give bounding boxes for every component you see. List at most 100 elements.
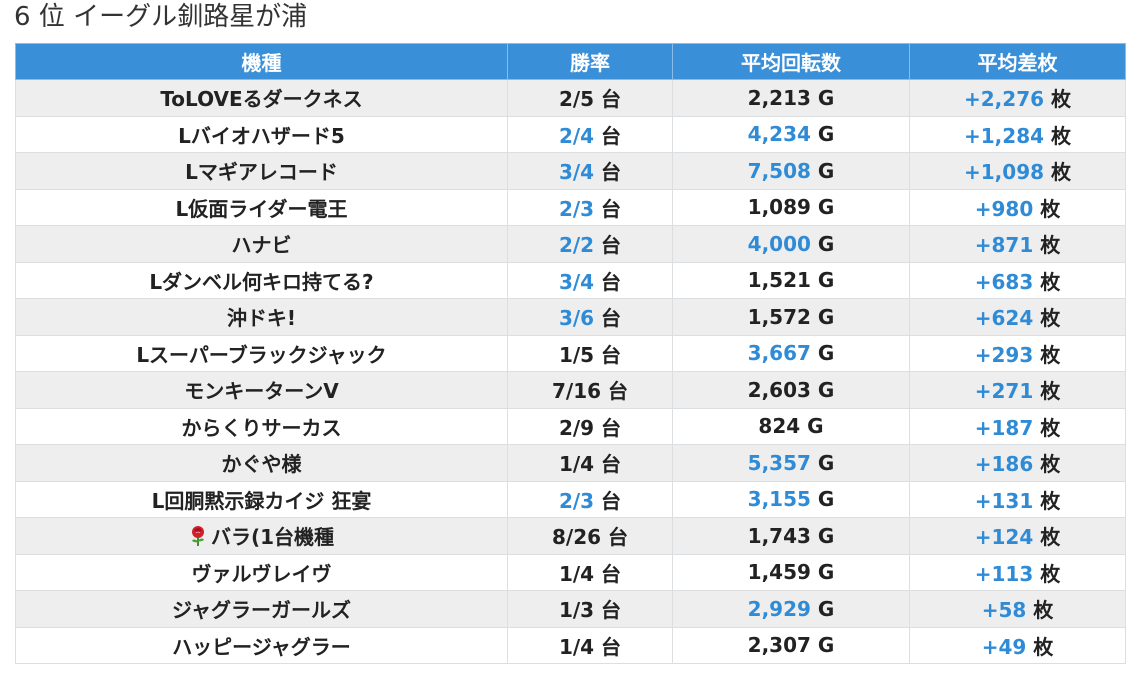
win-rate-cell: 1/4 台 — [507, 553, 673, 591]
avg-diff-value: +187 — [974, 415, 1034, 440]
machine-name-cell: ハッピージャグラー — [15, 626, 508, 664]
avg-diff-value: +271 — [974, 379, 1034, 404]
avg-spins-unit: G — [817, 231, 835, 256]
win-rate-unit: 台 — [601, 342, 622, 367]
avg-spins-value: 2,603 — [747, 377, 811, 402]
avg-spins-cell: 2,213 G — [672, 79, 910, 117]
win-rate-cell: 1/4 台 — [507, 626, 673, 664]
avg-diff-unit: 枚 — [1051, 87, 1071, 112]
avg-spins-value: 3,667 — [747, 341, 811, 366]
machine-name: L回胴黙示録カイジ 狂宴 — [151, 488, 372, 513]
avg-diff-value: +186 — [974, 452, 1034, 477]
win-rate-value: 1/3 — [558, 598, 595, 623]
win-rate-unit: 台 — [601, 415, 622, 440]
machine-name-cell: Lマギアレコード — [15, 152, 508, 190]
avg-diff-cell: +1,284 枚 — [909, 115, 1126, 153]
machine-name: Lスーパーブラックジャック — [136, 342, 387, 367]
avg-diff-value: +124 — [974, 525, 1034, 550]
avg-diff-cell: +980 枚 — [909, 188, 1126, 226]
table-row: かぐや様 1/4 台 5,357 G +186 枚 — [15, 444, 1126, 482]
win-rate-unit: 台 — [601, 598, 622, 623]
machine-name-cell: かぐや様 — [15, 444, 508, 482]
avg-diff-unit: 枚 — [1033, 598, 1054, 623]
avg-spins-value: 2,213 — [747, 85, 811, 110]
win-rate-value: 3/4 — [558, 160, 595, 185]
win-rate-unit: 台 — [601, 306, 622, 331]
avg-diff-value: +980 — [974, 196, 1034, 221]
avg-diff-unit: 枚 — [1040, 415, 1061, 440]
win-rate-unit: 台 — [601, 634, 622, 659]
avg-spins-cell: 4,234 G — [672, 115, 910, 153]
win-rate-value: 2/5 — [558, 87, 595, 112]
win-rate-cell: 2/9 台 — [507, 407, 673, 445]
avg-spins-cell: 3,155 G — [672, 480, 910, 518]
win-rate-cell: 1/4 台 — [507, 444, 673, 482]
machine-name-cell: Lダンベル何キロ持てる? — [15, 261, 508, 299]
header-machine: 機種 — [15, 43, 508, 80]
machine-name: モンキーターンV — [184, 379, 339, 404]
avg-spins-unit: G — [817, 158, 835, 183]
win-rate-unit: 台 — [608, 379, 629, 404]
avg-diff-unit: 枚 — [1051, 123, 1071, 148]
avg-diff-unit: 枚 — [1040, 488, 1061, 513]
avg-spins-cell: 1,743 G — [672, 517, 910, 555]
machine-name-cell: モンキーターンV — [15, 371, 508, 409]
avg-diff-unit: 枚 — [1040, 561, 1061, 586]
win-rate-cell: 8/26 台 — [507, 517, 673, 555]
win-rate-unit: 台 — [601, 488, 622, 513]
table-row: ジャグラーガールズ 1/3 台 2,929 G +58 枚 — [15, 590, 1126, 628]
avg-diff-value: +2,276 — [964, 87, 1045, 112]
machine-name: Lバイオハザード5 — [178, 123, 345, 148]
header-avg-diff: 平均差枚 — [909, 43, 1126, 80]
win-rate-value: 2/3 — [558, 488, 595, 513]
avg-spins-cell: 1,572 G — [672, 298, 910, 336]
avg-spins-unit: G — [817, 523, 835, 548]
avg-spins-value: 1,521 — [747, 268, 811, 293]
avg-spins-unit: G — [817, 450, 835, 475]
avg-spins-value: 824 — [758, 414, 801, 439]
win-rate-cell: 7/16 台 — [507, 371, 673, 409]
machine-name-cell: 沖ドキ! — [15, 298, 508, 336]
avg-diff-unit: 枚 — [1040, 269, 1061, 294]
avg-spins-value: 1,743 — [747, 523, 811, 548]
win-rate-cell: 3/4 台 — [507, 152, 673, 190]
avg-diff-cell: +131 枚 — [909, 480, 1126, 518]
machine-name: かぐや様 — [221, 452, 302, 477]
avg-spins-unit: G — [817, 560, 835, 585]
avg-diff-cell: +124 枚 — [909, 517, 1126, 555]
header-win-rate: 勝率 — [507, 43, 673, 80]
table-row: ハナビ 2/2 台 4,000 G +871 枚 — [15, 225, 1126, 263]
avg-diff-value: +293 — [974, 342, 1034, 367]
avg-spins-unit: G — [817, 304, 835, 329]
machine-name-cell: L仮面ライダー電王 — [15, 188, 508, 226]
table-row: Lバイオハザード5 2/4 台 4,234 G +1,284 枚 — [15, 115, 1126, 153]
avg-diff-value: +113 — [974, 561, 1034, 586]
machine-name: からくりサーカス — [181, 415, 342, 440]
machine-name-cell: Lバイオハザード5 — [15, 115, 508, 153]
win-rate-cell: 2/2 台 — [507, 225, 673, 263]
machine-name-cell: バラ(1台機種 — [15, 517, 508, 555]
avg-spins-cell: 3,667 G — [672, 334, 910, 372]
machine-name: ハナビ — [231, 233, 292, 258]
machine-name-cell: ヴァルヴレイヴ — [15, 553, 508, 591]
machine-name: ハッピージャグラー — [172, 634, 351, 659]
avg-spins-cell: 5,357 G — [672, 444, 910, 482]
avg-diff-value: +131 — [974, 488, 1034, 513]
win-rate-value: 2/2 — [558, 233, 595, 258]
avg-diff-unit: 枚 — [1040, 379, 1061, 404]
machine-name: ジャグラーガールズ — [172, 598, 351, 623]
win-rate-cell: 3/6 台 — [507, 298, 673, 336]
avg-spins-value: 5,357 — [747, 450, 811, 475]
avg-spins-unit: G — [817, 633, 835, 658]
page-title: 6 位 イーグル釧路星が浦 — [14, 2, 308, 32]
win-rate-unit: 台 — [601, 452, 622, 477]
avg-diff-unit: 枚 — [1040, 306, 1061, 331]
avg-spins-cell: 2,929 G — [672, 590, 910, 628]
avg-spins-value: 7,508 — [747, 158, 811, 183]
avg-spins-cell: 7,508 G — [672, 152, 910, 190]
win-rate-cell: 2/5 台 — [507, 79, 673, 117]
avg-spins-value: 2,307 — [747, 633, 811, 658]
table-row: 沖ドキ! 3/6 台 1,572 G +624 枚 — [15, 298, 1126, 336]
avg-spins-cell: 1,089 G — [672, 188, 910, 226]
table-row: L仮面ライダー電王 2/3 台 1,089 G +980 枚 — [15, 188, 1126, 226]
